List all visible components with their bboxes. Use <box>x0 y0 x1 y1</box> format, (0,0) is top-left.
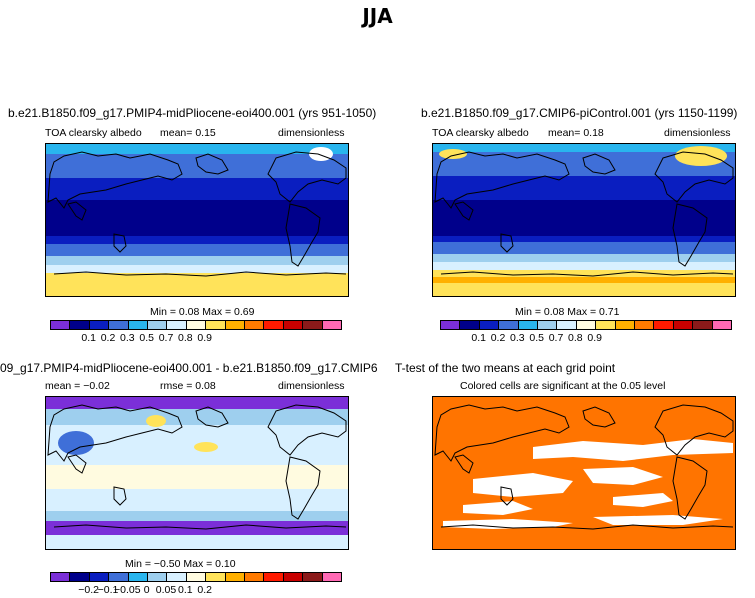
panel3-colorbar-swatch <box>89 573 110 581</box>
panel3-rmse: rmse = 0.08 <box>160 380 216 392</box>
panel1-colorbar-swatch <box>225 321 246 329</box>
panel2-colorbar-tick-label: 0.2 <box>490 332 506 344</box>
panel3-colorbar-swatch <box>186 573 207 581</box>
panel1-colorbar-swatch <box>206 321 226 329</box>
panel1-title: b.e21.B1850.f09_g17.PMIP4-midPliocene-eo… <box>8 106 377 120</box>
panel3-colorbar-swatch <box>264 573 284 581</box>
panel2-units: dimensionless <box>664 127 731 139</box>
panel2-colorbar-swatch <box>673 321 694 329</box>
panel1-mean: mean= 0.15 <box>160 127 216 139</box>
panel3-colorbar-swatch <box>322 573 342 581</box>
panel1-colorbar-tick-label: 0.9 <box>197 332 212 344</box>
panel1-colorbar-swatch <box>70 321 90 329</box>
panel3-colorbar-swatch <box>245 573 265 581</box>
panel1-map <box>45 143 349 297</box>
panel1-colorbar-tick-label: 0.2 <box>100 332 116 344</box>
panel1-colorbar-tick-label: 0.1 <box>81 332 96 344</box>
panel3-map-plot <box>46 397 348 549</box>
panel1-colorbar-tick-label: 0.3 <box>120 332 135 344</box>
panel1-colorbar-swatch <box>186 321 207 329</box>
panel1-colorbar-tick-label: 0.5 <box>139 332 154 344</box>
panel1-colorbar-tick-label: 0.7 <box>158 332 174 344</box>
panel2-colorbar-labels: 0.1 0.2 0.3 0.5 0.7 0.8 0.9 <box>440 332 730 346</box>
panel2-colorbar-swatch <box>538 321 558 329</box>
panel1-colorbar-swatch <box>51 321 71 329</box>
panel1-units: dimensionless <box>278 127 345 139</box>
panel2-variable: TOA clearsky albedo <box>432 127 529 139</box>
panel3-colorbar-tick-label: −0.1 <box>97 584 119 596</box>
panel3-colorbar-tick-label: −0.2 <box>78 584 100 596</box>
panel2-colorbar-swatch <box>479 321 500 329</box>
panel3-minmax: Min = −0.50 Max = 0.10 <box>125 558 236 570</box>
panel2-map <box>432 143 736 297</box>
panel1-variable: TOA clearsky albedo <box>45 127 142 139</box>
panel2-colorbar-swatch <box>557 321 577 329</box>
panel2-colorbar-swatch <box>460 321 480 329</box>
panel1-colorbar-swatch <box>264 321 284 329</box>
panel3-colorbar-swatch <box>109 573 129 581</box>
panel1-colorbar-tick-label: 0.8 <box>178 332 193 344</box>
panel3-colorbar-swatch <box>206 573 226 581</box>
panel2-colorbar-swatch <box>615 321 636 329</box>
panel3-colorbar-labels: −0.2 −0.1 −0.05 0 0.05 0.1 0.2 <box>50 584 340 598</box>
page-title: JJA <box>362 4 393 28</box>
panel3-colorbar-swatch <box>225 573 246 581</box>
panel2-colorbar-swatch <box>635 321 655 329</box>
panel1-colorbar-swatch <box>148 321 168 329</box>
panel1-colorbar-swatch <box>322 321 342 329</box>
panel3-colorbar-tick-label: −0.05 <box>114 584 141 596</box>
panel2-colorbar-tick-label: 0.3 <box>510 332 525 344</box>
panel1-colorbar-swatch <box>128 321 149 329</box>
panel3-colorbar-swatch <box>148 573 168 581</box>
panel1-colorbar-labels: 0.1 0.2 0.3 0.5 0.7 0.8 0.9 <box>50 332 340 346</box>
panel1-colorbar-swatch <box>89 321 110 329</box>
panel3-colorbar-swatch <box>70 573 90 581</box>
panel3-units: dimensionless <box>278 380 345 392</box>
panel2-colorbar-swatch <box>693 321 713 329</box>
panel2-colorbar-swatch <box>712 321 732 329</box>
panel3-colorbar-swatch <box>51 573 71 581</box>
panel3-title: 09_g17.PMIP4-midPliocene-eoi400.001 - b.… <box>0 361 378 375</box>
panel2-minmax: Min = 0.08 Max = 0.71 <box>515 306 620 318</box>
panel2-colorbar-swatch <box>518 321 539 329</box>
panel1-colorbar-swatch <box>167 321 187 329</box>
panel2-colorbar-swatch <box>654 321 674 329</box>
panel2-map-plot <box>433 144 735 296</box>
panel1-colorbar-swatch <box>109 321 129 329</box>
panel3-colorbar-swatch <box>167 573 187 581</box>
panel3-colorbar-swatch <box>303 573 323 581</box>
panel4-map <box>432 396 736 550</box>
panel2-colorbar-swatch <box>441 321 461 329</box>
panel2-colorbar-tick-label: 0.9 <box>587 332 602 344</box>
panel3-colorbar-tick-label: 0.05 <box>155 584 177 596</box>
panel2-colorbar-swatch <box>499 321 519 329</box>
panel1-colorbar <box>50 320 342 330</box>
panel2-colorbar-tick-label: 0.5 <box>529 332 544 344</box>
panel3-colorbar-swatch <box>283 573 304 581</box>
panel1-map-plot <box>46 144 348 296</box>
panel2-colorbar-swatch <box>596 321 616 329</box>
panel2-title: b.e21.B1850.f09_g17.CMIP6-piControl.001 … <box>421 106 738 120</box>
panel3-colorbar-tick-label: 0 <box>143 584 150 596</box>
panel2-colorbar-tick-label: 0.8 <box>568 332 583 344</box>
panel3-colorbar-tick-label: 0.1 <box>178 584 193 596</box>
panel3-colorbar <box>50 572 342 582</box>
panel3-colorbar-tick-label: 0.2 <box>197 584 212 596</box>
panel2-mean: mean= 0.18 <box>548 127 604 139</box>
panel2-colorbar-tick-label: 0.7 <box>548 332 564 344</box>
panel3-colorbar-swatch <box>128 573 149 581</box>
panel4-title: T-test of the two means at each grid poi… <box>395 361 616 375</box>
panel1-colorbar-swatch <box>245 321 265 329</box>
panel4-subtitle: Colored cells are significant at the 0.0… <box>460 380 666 392</box>
panel3-map <box>45 396 349 550</box>
panel2-colorbar-swatch <box>576 321 597 329</box>
panel2-colorbar-tick-label: 0.1 <box>471 332 486 344</box>
panel1-colorbar-swatch <box>283 321 304 329</box>
panel1-colorbar-swatch <box>303 321 323 329</box>
panel2-colorbar <box>440 320 732 330</box>
panel1-minmax: Min = 0.08 Max = 0.69 <box>150 306 255 318</box>
panel3-mean: mean = −0.02 <box>45 380 110 392</box>
panel4-map-plot <box>433 397 735 549</box>
